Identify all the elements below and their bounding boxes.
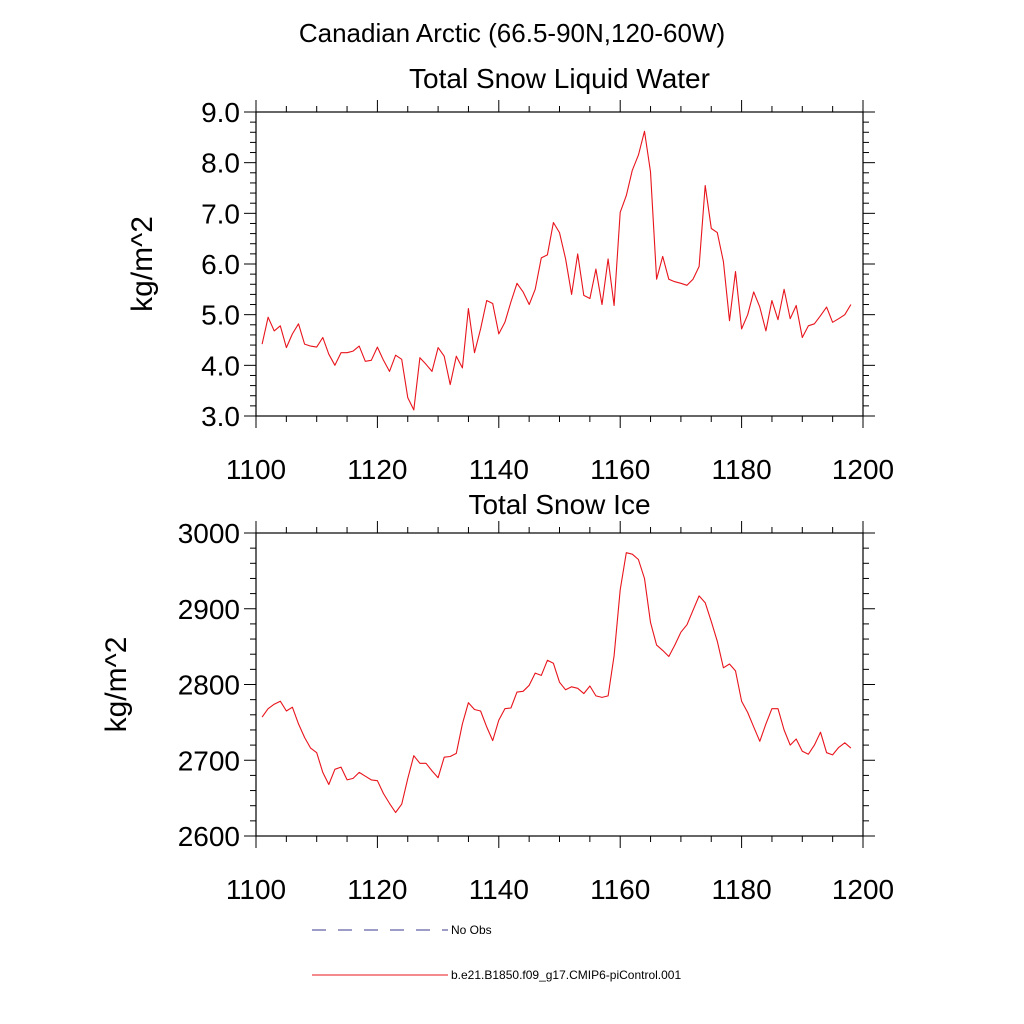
legend-label: b.e21.B1850.f09_g17.CMIP6-piControl.001	[451, 968, 681, 982]
x-tick-label: 1180	[711, 874, 771, 905]
legend-entry: b.e21.B1850.f09_g17.CMIP6-piControl.001	[312, 968, 681, 982]
chart-panel-2: Total Snow Ice 2600 2700 2800 2900 3000 1100 11…	[100, 489, 894, 905]
y-tick-label: 4.0	[201, 350, 240, 381]
series-line	[261, 552, 852, 814]
x-tick-label: 1100	[226, 874, 286, 905]
figure-title: Canadian Arctic (66.5-90N,120-60W)	[299, 18, 725, 48]
y-tick-label: 3.0	[201, 401, 240, 432]
y-tick-label: 5.0	[201, 300, 240, 331]
legend-label: No Obs	[451, 923, 492, 937]
chart-panel-1: Total Snow Liquid Water 3.0 4.0 5.0 6.0 7.0 8.…	[126, 63, 894, 485]
chart-title: Total Snow Liquid Water	[409, 63, 710, 94]
y-tick-label: 9.0	[201, 97, 240, 128]
y-tick-label: 2800	[178, 670, 240, 701]
chart-title: Total Snow Ice	[468, 489, 650, 520]
y-tick-label: 7.0	[201, 198, 240, 229]
y-tick-label: 2700	[178, 745, 240, 776]
panels: Total Snow Liquid Water 3.0 4.0 5.0 6.0 7.0 8.…	[100, 63, 894, 905]
x-tick-label: 1160	[590, 454, 650, 485]
plot-frame	[255, 532, 864, 837]
x-tick-label: 1160	[590, 874, 650, 905]
y-tick-label: 2600	[178, 821, 240, 852]
x-tick-label: 1140	[469, 874, 529, 905]
legend: No Obs b.e21.B1850.f09_g17.CMIP6-piContro…	[312, 923, 681, 982]
x-tick-label: 1120	[347, 874, 407, 905]
y-tick-label: 8.0	[201, 148, 240, 179]
y-tick-label: 2900	[178, 594, 240, 625]
x-tick-label: 1140	[469, 454, 529, 485]
y-axis-label: kg/m^2	[126, 216, 159, 312]
plot-frame	[255, 111, 864, 417]
y-tick-label: 3000	[178, 518, 240, 549]
x-tick-label: 1120	[347, 454, 407, 485]
legend-entry: No Obs	[312, 923, 492, 937]
x-tick-label: 1100	[226, 454, 286, 485]
series-line	[261, 130, 852, 411]
y-tick-label: 6.0	[201, 249, 240, 280]
x-tick-label: 1180	[711, 454, 771, 485]
x-tick-label: 1200	[832, 874, 894, 905]
y-axis-label: kg/m^2	[100, 637, 133, 733]
x-tick-label: 1200	[832, 454, 894, 485]
